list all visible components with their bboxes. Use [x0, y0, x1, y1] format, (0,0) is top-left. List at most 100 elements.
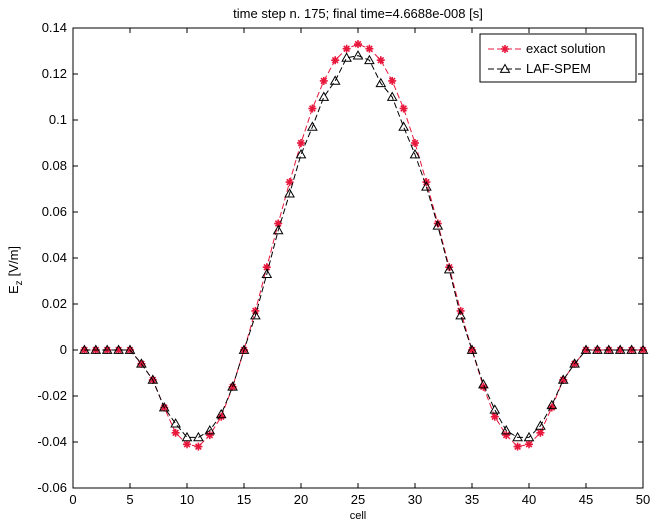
data-point [455, 309, 466, 320]
data-point [364, 54, 375, 65]
data-point [500, 424, 512, 435]
legend-marker [501, 45, 509, 53]
data-point [479, 382, 488, 391]
y-tick-label: 0.06 [42, 204, 67, 219]
data-point [490, 412, 499, 421]
data-point [170, 418, 181, 428]
data-point [227, 381, 238, 391]
chart-title: time step n. 175; final time=4.6688e-008… [233, 6, 483, 21]
data-point [466, 344, 478, 354]
plot-area [72, 27, 644, 489]
series-layer [79, 40, 649, 451]
x-tick-label: 40 [522, 492, 536, 507]
data-point [637, 344, 649, 354]
data-point [398, 121, 409, 131]
x-tick-label: 30 [408, 492, 422, 507]
x-tick-label: 10 [180, 492, 194, 507]
data-point [489, 404, 501, 414]
x-tick-label: 15 [237, 492, 251, 507]
data-point [478, 378, 489, 389]
series-laf-spem [79, 50, 649, 442]
data-point [580, 344, 592, 354]
x-tick-label: 25 [351, 492, 365, 507]
series-line [84, 43, 643, 448]
data-point [113, 344, 124, 354]
x-tick-label: 50 [636, 492, 650, 507]
data-point [375, 77, 387, 88]
y-axis-ticks: -0.06 -0.04 -0.02 0 0.02 0.04 0.06 0.08 0.1 0.12 0… [37, 20, 643, 495]
data-point [319, 76, 328, 85]
y-tick-label: -0.02 [37, 388, 67, 403]
data-point [295, 148, 307, 159]
data-point [250, 309, 261, 320]
legend-box [479, 33, 637, 83]
x-tick-label: 20 [294, 492, 308, 507]
y-axis-label-unit: [V/m] [6, 246, 21, 276]
data-point [136, 358, 147, 368]
data-point [308, 104, 317, 113]
data-point [307, 121, 318, 131]
y-tick-label: 0.1 [49, 112, 67, 127]
y-tick-label: -0.04 [37, 434, 67, 449]
data-point [386, 91, 398, 101]
data-point [569, 358, 580, 368]
legend-entry: exact solution [526, 41, 606, 56]
data-point [193, 431, 204, 442]
data-point [90, 344, 102, 354]
data-point [285, 178, 294, 187]
data-point [238, 344, 250, 354]
data-point [536, 428, 545, 437]
y-tick-label: 0.04 [42, 250, 67, 265]
data-point [354, 40, 362, 49]
data-point [399, 104, 408, 113]
data-point [443, 263, 455, 274]
data-point [388, 76, 397, 85]
data-point [124, 344, 136, 354]
y-tick-label: 0.02 [42, 296, 67, 311]
data-point [205, 431, 214, 440]
data-point [523, 431, 535, 442]
data-point [365, 44, 374, 53]
legend-entry: LAF-SPEM [526, 61, 591, 76]
data-point [331, 56, 340, 65]
x-tick-label: 5 [126, 492, 133, 507]
data-point [535, 420, 546, 430]
legend: exact solution LAF-SPEM [479, 33, 637, 83]
data-point [217, 412, 226, 421]
data-point [525, 440, 533, 449]
legend-marker [499, 63, 511, 73]
data-point [171, 428, 180, 437]
y-tick-label: -0.06 [37, 480, 67, 495]
data-point [603, 344, 615, 354]
y-tick-label: 0.12 [42, 66, 67, 81]
data-point [614, 344, 626, 354]
x-tick-label: 45 [579, 492, 593, 507]
x-tick-label: 35 [465, 492, 479, 507]
data-point [181, 431, 193, 442]
data-point [513, 442, 522, 451]
data-point [215, 408, 227, 419]
x-axis-label: cell [350, 510, 367, 522]
y-tick-label: 0.08 [42, 158, 67, 173]
y-axis-label: Ez [V/m] [6, 246, 25, 294]
data-point [502, 431, 511, 440]
data-point [183, 440, 191, 449]
data-point [376, 56, 385, 65]
data-point [284, 188, 295, 198]
data-point [101, 344, 113, 354]
data-point [411, 139, 419, 147]
data-point [592, 344, 603, 354]
data-point [158, 401, 170, 412]
data-point [261, 268, 273, 278]
data-point [512, 431, 523, 442]
y-tick-label: 0 [60, 342, 67, 357]
data-point [352, 50, 364, 60]
y-axis-label-subscript: z [14, 280, 25, 285]
data-point [546, 399, 558, 410]
data-point [147, 374, 159, 384]
y-tick-label: 0.14 [42, 20, 67, 35]
data-point [626, 344, 637, 354]
data-point [194, 442, 203, 451]
data-point [79, 344, 90, 354]
